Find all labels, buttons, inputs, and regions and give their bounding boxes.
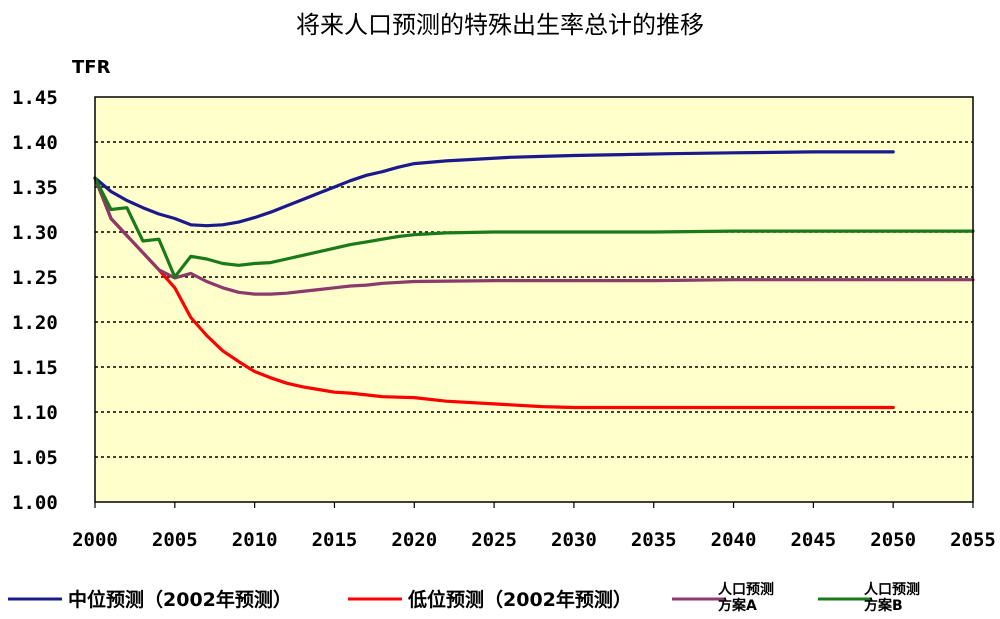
x-tick-label: 2035 — [631, 529, 677, 551]
chart-title: 将来人口预测的特殊出生率总计的推移 — [296, 11, 704, 39]
y-axis-label: TFR — [72, 57, 111, 78]
x-tick-label: 2055 — [950, 529, 996, 551]
gridlines — [95, 141, 973, 458]
plot-border — [94, 96, 974, 503]
y-axis-ticks: 1.00 1.05 1.10 1.15 1.20 1.25 1.30 1.35 1.40 1.45 — [12, 87, 58, 514]
series-line-3 — [93, 176, 975, 296]
x-tick-label: 2005 — [152, 529, 198, 551]
y-tick-label: 1.10 — [12, 402, 58, 424]
y-tick-label: 1.35 — [12, 177, 58, 199]
legend-label: 中位预测（2002年预测） — [68, 588, 292, 611]
y-tick-label: 1.20 — [12, 312, 58, 334]
y-tick-label: 1.00 — [12, 492, 58, 514]
series-line-4 — [93, 176, 975, 279]
y-tick-label: 1.40 — [12, 132, 58, 154]
y-tick-label: 1.45 — [12, 87, 58, 109]
plot-area — [95, 97, 973, 502]
y-tick-label: 1.15 — [12, 357, 58, 379]
x-tick-label: 2000 — [72, 529, 118, 551]
x-tick-label: 2025 — [471, 529, 517, 551]
y-tick-label: 1.30 — [12, 222, 58, 244]
x-tick-label: 2050 — [870, 529, 916, 551]
series-line-1 — [93, 150, 895, 228]
x-tick-label: 2010 — [232, 529, 278, 551]
x-tick-label: 2030 — [551, 529, 597, 551]
legend-label: 低位预测（2002年预测） — [407, 588, 632, 611]
x-tick-label: 2040 — [711, 529, 757, 551]
series-lines — [93, 150, 975, 410]
series-line-2 — [93, 176, 895, 410]
x-tick-label: 2045 — [790, 529, 836, 551]
x-axis-ticks: 2000 2005 2010 2015 2020 2025 2030 2035 2040 2045… — [72, 502, 996, 551]
y-tick-label: 1.05 — [12, 447, 58, 469]
legend-label: 方案A — [718, 597, 757, 614]
legend-label: 人口预测 — [864, 581, 920, 598]
x-tick-label: 2020 — [391, 529, 437, 551]
y-tick-label: 1.25 — [12, 267, 58, 289]
legend-label: 方案B — [864, 597, 903, 614]
x-tick-label: 2015 — [312, 529, 358, 551]
legend-label: 人口预测 — [718, 581, 774, 598]
